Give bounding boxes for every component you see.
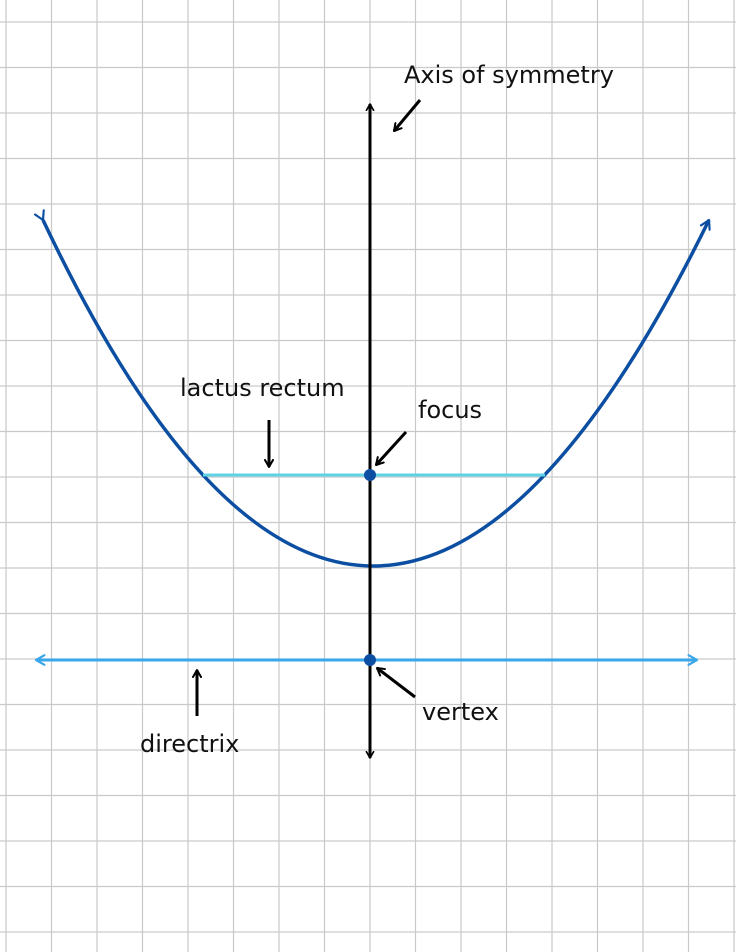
focus-label: focus xyxy=(418,396,482,424)
latus-rectum-label: lactus rectum xyxy=(180,374,345,402)
directrix-label: directrix xyxy=(140,730,239,758)
focus-point xyxy=(364,469,376,481)
axis-of-symmetry-label: Axis of symmetry xyxy=(404,61,614,89)
focus-pointer xyxy=(374,430,408,467)
vertex-pointer xyxy=(376,666,416,699)
axis-label-pointer xyxy=(392,99,422,132)
vertex-label: vertex xyxy=(422,698,499,726)
directrix-axis-point xyxy=(364,654,376,666)
